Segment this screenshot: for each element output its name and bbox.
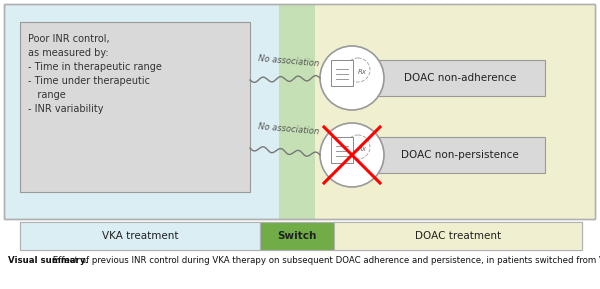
- Text: DOAC treatment: DOAC treatment: [415, 231, 501, 241]
- Text: - Time under therapeutic: - Time under therapeutic: [28, 76, 150, 86]
- Text: DOAC non-adherence: DOAC non-adherence: [404, 73, 516, 83]
- Text: Rx: Rx: [358, 146, 367, 152]
- Text: as measured by:: as measured by:: [28, 48, 109, 58]
- Text: range: range: [28, 90, 66, 100]
- FancyBboxPatch shape: [334, 222, 582, 250]
- FancyBboxPatch shape: [331, 60, 353, 86]
- Text: No association: No association: [258, 54, 320, 68]
- FancyBboxPatch shape: [370, 137, 545, 173]
- FancyBboxPatch shape: [331, 137, 353, 163]
- Circle shape: [320, 123, 384, 187]
- Text: - INR variability: - INR variability: [28, 104, 104, 114]
- FancyBboxPatch shape: [295, 4, 595, 219]
- Circle shape: [320, 46, 384, 110]
- Text: DOAC non-persistence: DOAC non-persistence: [401, 150, 519, 160]
- FancyBboxPatch shape: [4, 4, 295, 219]
- Text: VKA treatment: VKA treatment: [102, 231, 178, 241]
- FancyBboxPatch shape: [260, 222, 334, 250]
- Text: No association: No association: [258, 122, 320, 136]
- FancyBboxPatch shape: [20, 222, 260, 250]
- Text: Rx: Rx: [358, 69, 367, 75]
- Text: - Time in therapeutic range: - Time in therapeutic range: [28, 62, 162, 72]
- Text: Visual summary.: Visual summary.: [8, 256, 88, 265]
- FancyBboxPatch shape: [20, 222, 582, 250]
- Text: Poor INR control,: Poor INR control,: [28, 34, 110, 44]
- FancyBboxPatch shape: [279, 4, 315, 219]
- FancyBboxPatch shape: [20, 22, 250, 192]
- Text: Switch: Switch: [277, 231, 317, 241]
- Text: Effect of previous INR control during VKA therapy on subsequent DOAC adherence a: Effect of previous INR control during VK…: [50, 256, 600, 265]
- FancyBboxPatch shape: [370, 60, 545, 96]
